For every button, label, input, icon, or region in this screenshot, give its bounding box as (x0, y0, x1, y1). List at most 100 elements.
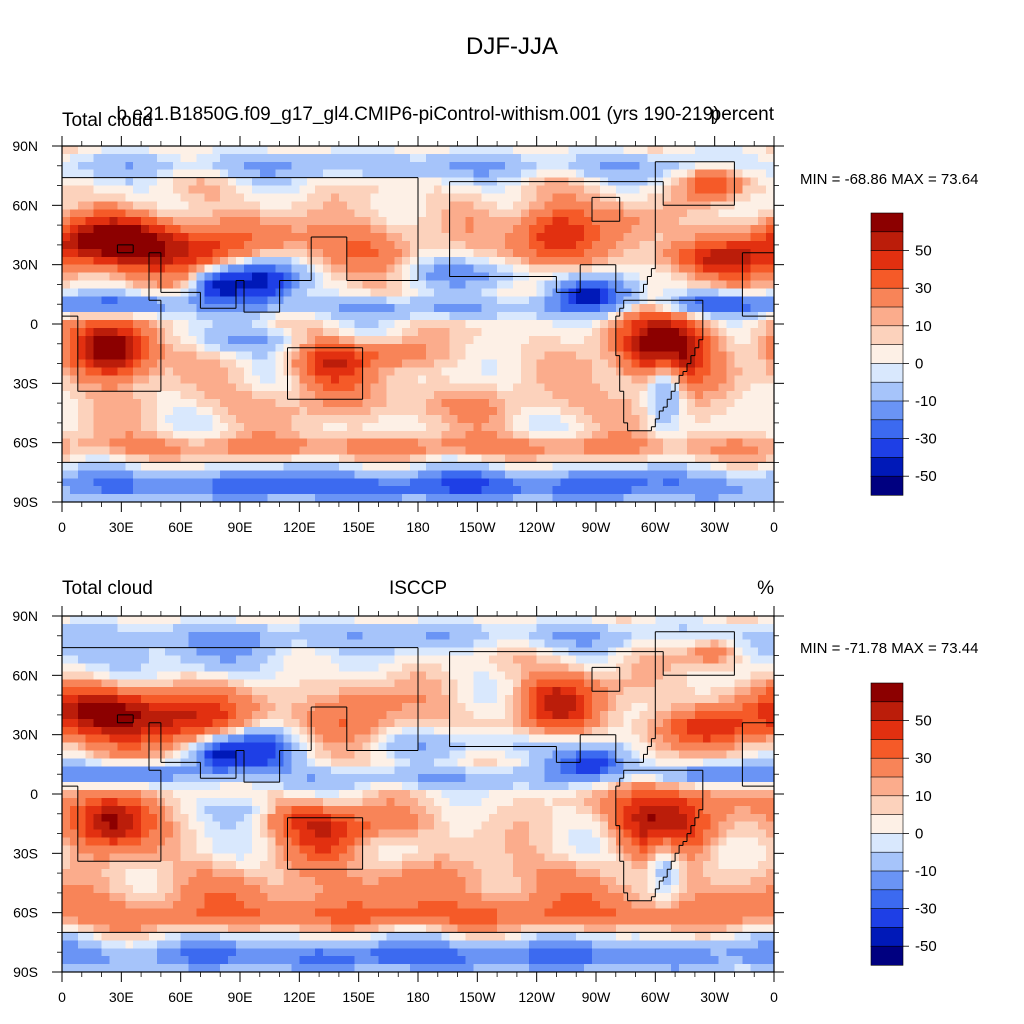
heatmap-cell (204, 383, 213, 392)
heatmap-cell (528, 169, 538, 179)
heatmap-cell (386, 438, 395, 448)
heatmap-cell (125, 422, 134, 432)
heatmap-cell (323, 169, 332, 179)
heatmap-cell (362, 343, 372, 353)
heatmap-cell (172, 422, 182, 432)
heatmap-cell (710, 446, 720, 456)
heatmap-cell (766, 296, 775, 305)
heatmap-cell (425, 272, 435, 282)
heatmap-cell (449, 639, 459, 649)
heatmap-cell (346, 494, 356, 503)
heatmap-cell (85, 193, 95, 202)
heatmap-cell (275, 462, 285, 471)
heatmap-cell (378, 647, 387, 657)
heatmap-cell (418, 407, 427, 416)
heatmap-cell (679, 486, 688, 495)
heatmap-cell (512, 320, 522, 329)
heatmap-cell (172, 430, 182, 440)
heatmap-cell (346, 430, 356, 440)
heatmap-cell (750, 454, 759, 464)
heatmap-cell (133, 201, 142, 210)
heatmap-cell (418, 185, 427, 195)
heatmap-cell (647, 359, 656, 369)
heatmap-cell (243, 280, 253, 289)
heatmap-cell (196, 639, 205, 649)
heatmap-cell (702, 375, 712, 384)
heatmap-cell (243, 639, 253, 649)
heatmap-cell (378, 470, 387, 479)
heatmap-cell (544, 304, 554, 313)
heatmap-cell (93, 304, 103, 313)
heatmap-cell (441, 185, 451, 195)
heatmap-cell (370, 312, 380, 321)
heatmap-cell (204, 351, 213, 361)
heatmap-cell (251, 335, 261, 345)
heatmap-cell (378, 193, 387, 202)
heatmap-cell (69, 288, 79, 297)
heatmap-cell (251, 343, 261, 353)
heatmap-cell (726, 233, 736, 242)
heatmap-cell (410, 225, 419, 234)
heatmap-cell (220, 320, 229, 329)
heatmap-cell (243, 304, 253, 313)
heatmap-cell (441, 288, 451, 297)
heatmap-cell (275, 312, 285, 321)
heatmap-cell (386, 296, 395, 305)
heatmap-cell (465, 312, 474, 321)
heatmap-cell (394, 185, 403, 195)
heatmap-cell (433, 153, 443, 163)
heatmap-cell (410, 304, 419, 313)
heatmap-cell (133, 304, 142, 313)
heatmap-cell (758, 631, 767, 641)
heatmap-cell (77, 320, 87, 329)
heatmap-cell (164, 663, 174, 672)
heatmap-cell (62, 343, 71, 353)
heatmap-cell (544, 201, 554, 210)
heatmap-cell (149, 320, 158, 329)
heatmap-cell (568, 248, 577, 258)
heatmap-cell (441, 193, 451, 202)
heatmap-cell (204, 655, 213, 665)
heatmap-cell (62, 146, 71, 155)
heatmap-cell (164, 616, 174, 625)
heatmap-cell (283, 663, 293, 672)
heatmap-cell (378, 217, 387, 226)
heatmap-cell (568, 623, 577, 633)
heatmap-cell (710, 631, 720, 641)
heatmap-cell (742, 430, 751, 440)
heatmap-cell (663, 327, 672, 337)
heatmap-cell (734, 169, 743, 179)
heatmap-cell (418, 304, 427, 313)
heatmap-cell (133, 146, 142, 155)
heatmap-cell (536, 335, 546, 345)
heatmap-cell (243, 169, 253, 179)
heatmap-cell (323, 240, 332, 250)
heatmap-cell (592, 399, 601, 408)
heatmap-cell (228, 647, 237, 657)
heatmap-cell (544, 320, 554, 329)
heatmap-cell (750, 335, 759, 345)
heatmap-cell (156, 478, 166, 487)
heatmap-cell (386, 177, 395, 187)
heatmap-cell (220, 343, 229, 353)
heatmap-cell (481, 217, 490, 226)
heatmap-cell (259, 446, 269, 456)
heatmap-cell (449, 367, 459, 377)
heatmap-cell (441, 470, 451, 479)
heatmap-cell (425, 161, 435, 171)
heatmap-cell (164, 655, 174, 665)
heatmap-cell (568, 335, 577, 345)
heatmap-cell (291, 320, 300, 329)
heatmap-cell (402, 169, 411, 179)
heatmap-cell (267, 248, 277, 258)
heatmap-cell (251, 655, 261, 665)
heatmap-cell (473, 454, 482, 464)
heatmap-cell (418, 177, 427, 187)
heatmap-cell (734, 655, 743, 665)
heatmap-cell (101, 438, 111, 448)
heatmap-cell (418, 655, 427, 665)
heatmap-cell (69, 327, 79, 337)
heatmap-cell (402, 327, 411, 337)
heatmap-cell (631, 422, 641, 432)
heatmap-cell (449, 407, 459, 416)
